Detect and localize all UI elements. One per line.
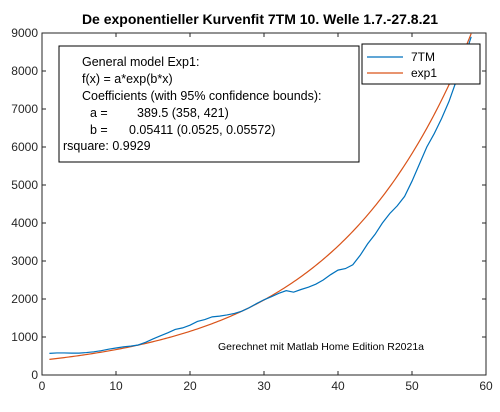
chart-title: De exponentieller Kurvenfit 7TM 10. Well… <box>82 11 438 27</box>
annotation-rsquare: rsquare: 0.9929 <box>63 139 151 153</box>
annotation-b-value: 0.05411 (0.0525, 0.05572) <box>129 123 275 137</box>
x-tick-label: 40 <box>331 379 345 393</box>
y-tick-label: 3000 <box>11 254 38 268</box>
annotation-b-label: b = <box>90 123 108 137</box>
legend: 7TM exp1 <box>361 43 481 85</box>
series-line-7tm <box>49 36 472 354</box>
x-tick-label: 0 <box>39 379 46 393</box>
y-tick-label: 7000 <box>11 102 38 116</box>
annotation-coefficients-header: Coefficients (with 95% confidence bounds… <box>82 89 322 103</box>
annotation-a-label: a = <box>90 106 108 120</box>
x-tick-label: 60 <box>479 379 493 393</box>
y-tick-label: 4000 <box>11 216 38 230</box>
x-tick-label: 50 <box>405 379 419 393</box>
x-tick-label: 10 <box>109 379 123 393</box>
annotation-a-value: 389.5 (358, 421) <box>137 106 229 120</box>
y-tick-label: 0 <box>31 368 38 382</box>
axis-ticks: 0 10 20 30 40 50 60 0 1000 2000 3000 4000 5000 6000 70… <box>11 26 493 393</box>
x-tick-label: 30 <box>257 379 271 393</box>
y-tick-label: 9000 <box>11 26 38 40</box>
annotation-model: General model Exp1: <box>82 55 199 69</box>
y-tick-label: 6000 <box>11 140 38 154</box>
annotation-formula: f(x) = a*exp(b*x) <box>82 72 173 86</box>
x-tick-label: 20 <box>183 379 197 393</box>
y-tick-label: 1000 <box>11 330 38 344</box>
series-layer <box>49 33 472 360</box>
credit-text: Gerechnet mit Matlab Home Edition R2021a <box>218 341 424 353</box>
y-tick-label: 8000 <box>11 64 38 78</box>
legend-label-7tm: 7TM <box>411 50 435 64</box>
legend-box <box>361 43 481 85</box>
y-tick-label: 5000 <box>11 178 38 192</box>
fit-annotation-box: General model Exp1: f(x) = a*exp(b*x) Co… <box>58 45 360 163</box>
y-tick-label: 2000 <box>11 292 38 306</box>
legend-label-exp1: exp1 <box>411 66 437 80</box>
